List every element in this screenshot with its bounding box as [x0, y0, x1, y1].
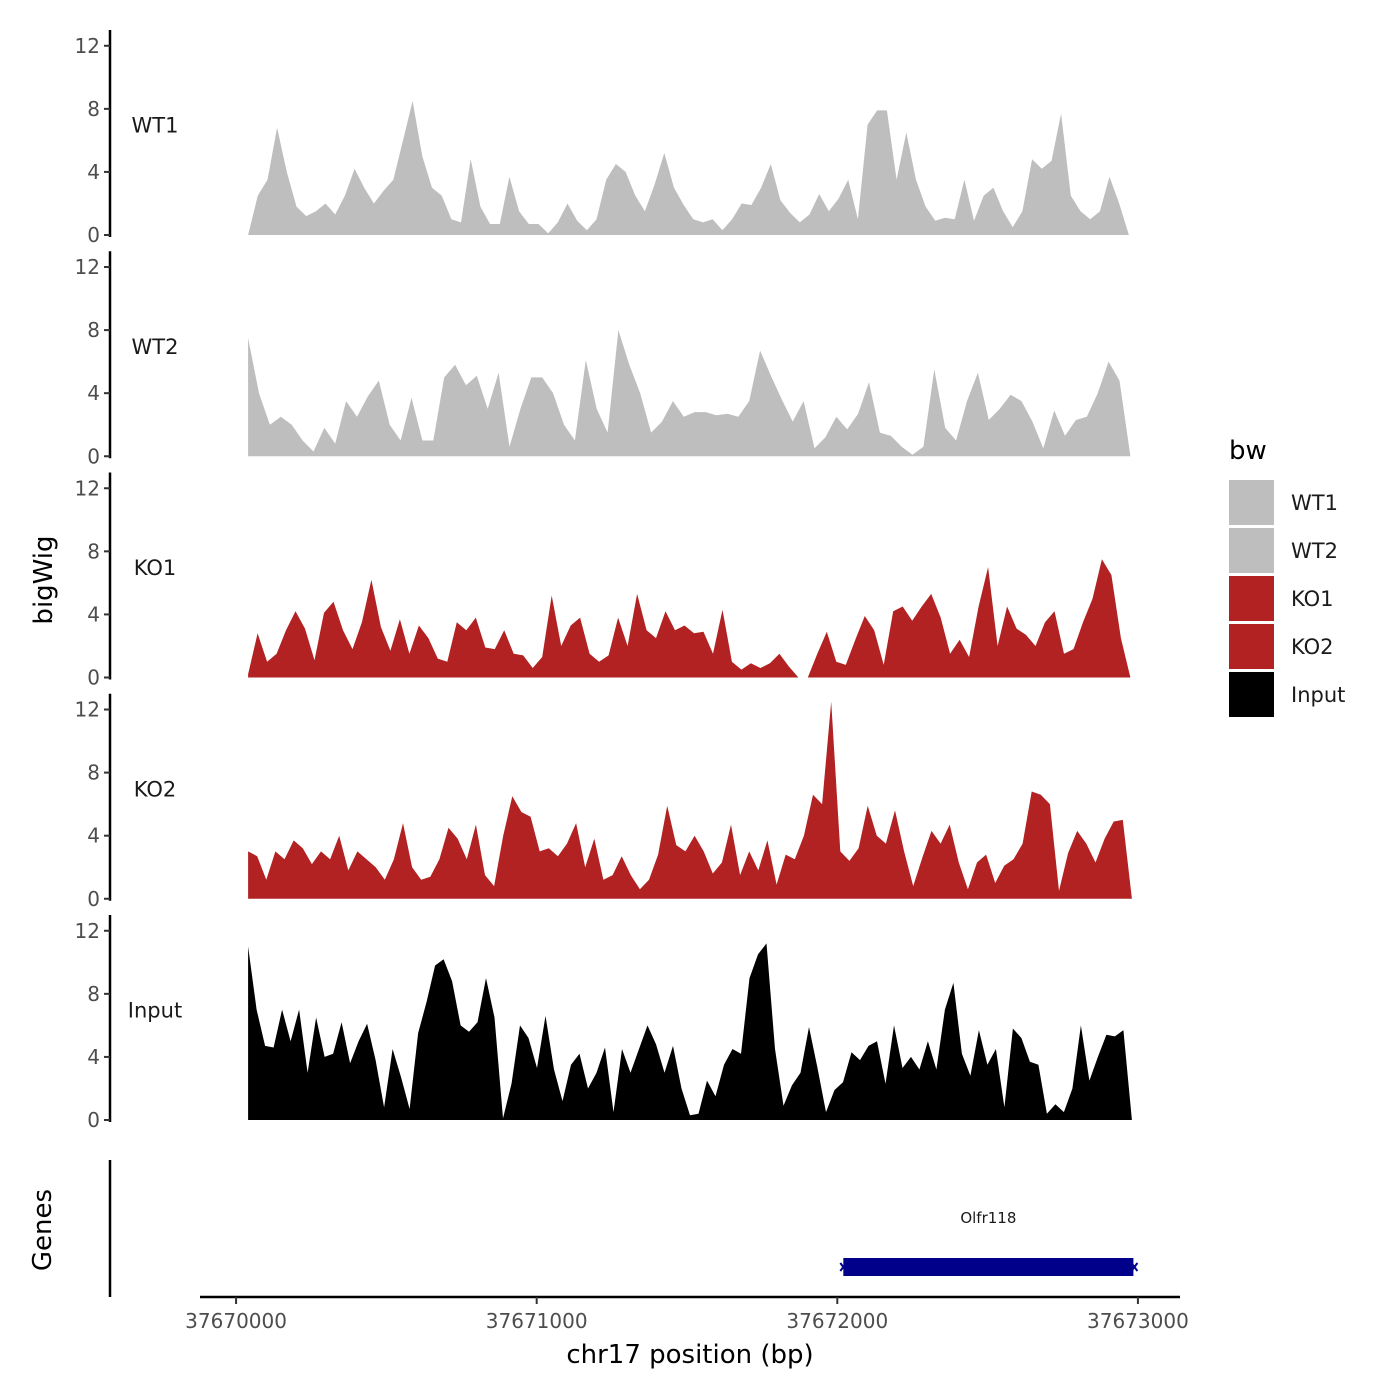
track-input: 0 4 8 12 Input [75, 915, 1132, 1132]
genes-axis-title: Genes [28, 1189, 58, 1271]
y-tick-label: 0 [87, 444, 100, 468]
legend-label: Input [1291, 683, 1345, 707]
y-tick-label: 0 [87, 1108, 100, 1132]
track-label: WT2 [132, 335, 179, 359]
y-tick-label: 0 [87, 666, 100, 690]
gene-label: Olfr118 [960, 1209, 1016, 1227]
y-axis-title: bigWig [29, 535, 59, 624]
legend-label: KO2 [1291, 635, 1334, 659]
legend-swatch-wt2 [1229, 528, 1274, 573]
y-tick-label: 4 [87, 1045, 100, 1069]
y-tick-label: 4 [87, 824, 100, 848]
legend: bw WT1 WT2 KO1 KO2 Input [1229, 436, 1345, 717]
y-tick-label: 12 [75, 476, 100, 500]
x-tick-label: 37670000 [185, 1309, 287, 1333]
x-axis: 37670000 37671000 37672000 37673000 [185, 1295, 1189, 1333]
track-wt2: 0 4 8 12 WT2 [75, 251, 1131, 468]
track-label: WT1 [132, 114, 179, 138]
x-tick-label: 37671000 [486, 1309, 588, 1333]
legend-label: WT2 [1291, 539, 1338, 563]
y-tick-label: 4 [87, 160, 100, 184]
area-ko2 [248, 701, 1132, 899]
strand-arrow-icon [839, 1262, 848, 1272]
legend-label: WT1 [1291, 491, 1338, 515]
legend-swatch-wt1 [1229, 480, 1274, 525]
x-tick-label: 37673000 [1087, 1309, 1189, 1333]
y-tick-label: 12 [75, 34, 100, 58]
area-wt2 [248, 330, 1131, 457]
track-ko2: 0 4 8 12 KO2 [75, 693, 1132, 911]
y-tick-label: 8 [87, 97, 100, 121]
y-tick-label: 12 [75, 919, 100, 943]
signal-tracks: 0 4 8 12 WT1 0 4 8 12 WT2 0 4 8 12 KO1 0 4 8 12 KO2 0 4 8 12 Inp… [75, 30, 1132, 1132]
track-label: Input [128, 999, 182, 1023]
legend-swatch-ko1 [1229, 576, 1274, 621]
area-ko1 [248, 559, 1131, 678]
genes-panel: Olfr118 [108, 1160, 1139, 1297]
y-tick-label: 0 [87, 887, 100, 911]
gene-body [843, 1258, 1134, 1276]
y-tick-label: 8 [87, 318, 100, 342]
legend-label: KO1 [1291, 587, 1334, 611]
y-tick-label: 0 [87, 223, 100, 247]
y-tick-label: 8 [87, 539, 100, 563]
area-input [248, 943, 1132, 1120]
x-tick-label: 37672000 [786, 1309, 888, 1333]
track-label: KO1 [134, 556, 177, 580]
area-wt1 [248, 101, 1129, 235]
y-tick-label: 8 [87, 761, 100, 785]
legend-title: bw [1229, 436, 1267, 466]
y-tick-label: 8 [87, 982, 100, 1006]
y-tick-label: 4 [87, 602, 100, 626]
track-ko1: 0 4 8 12 KO1 [75, 472, 1131, 690]
track-wt1: 0 4 8 12 WT1 [75, 30, 1129, 247]
track-label: KO2 [134, 777, 177, 801]
y-tick-label: 12 [75, 698, 100, 722]
strand-arrow-icon [1130, 1262, 1139, 1272]
x-axis-title: chr17 position (bp) [566, 1340, 813, 1370]
legend-swatch-ko2 [1229, 624, 1274, 669]
legend-swatch-input [1229, 672, 1274, 717]
y-tick-label: 12 [75, 255, 100, 279]
y-tick-label: 4 [87, 381, 100, 405]
